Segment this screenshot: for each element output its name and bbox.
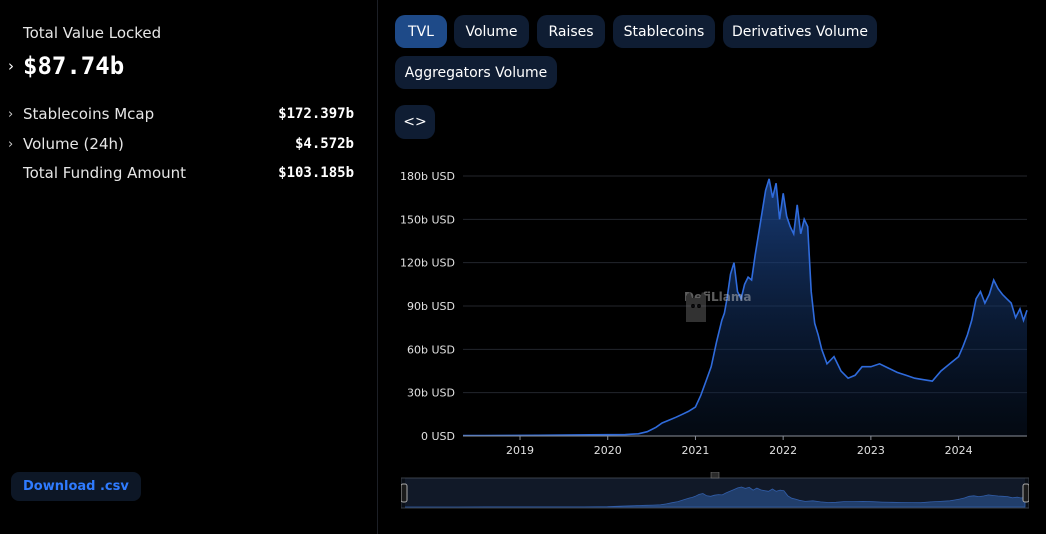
tvl-series-line[interactable] (463, 178, 1028, 437)
x-tick-label: 2019 (506, 444, 534, 457)
metric-row-volume-24h[interactable]: › Volume (24h) $4.572b (8, 133, 354, 155)
tab-derivatives-volume[interactable]: Derivatives Volume (723, 15, 877, 48)
tab-aggregators-volume[interactable]: Aggregators Volume (395, 56, 557, 89)
brush-handle-right[interactable] (1022, 483, 1030, 503)
y-tick-label: 30b USD (407, 387, 455, 400)
y-tick-label: 150b USD (400, 213, 455, 226)
x-tick-label: 2020 (594, 444, 622, 457)
metric-value: $4.572b (294, 136, 354, 152)
chart-panel: TVL Volume Raises Stablecoins Derivative… (379, 0, 1046, 534)
metric-value: $103.185b (278, 165, 354, 181)
tvl-chart-svg: 0 USD 30b USD 60b USD 90b USD 120b USD 150b U… (400, 170, 1028, 457)
y-tick-label: 180b USD (400, 170, 455, 183)
x-tick-label: 2024 (945, 444, 973, 457)
tvl-chart: 0 USD 30b USD 60b USD 90b USD 120b USD 150b U… (379, 160, 1046, 460)
brush-preview-area (405, 486, 1026, 508)
y-tick-label: 60b USD (407, 343, 455, 356)
metric-label: Volume (24h) (23, 135, 124, 153)
y-tick-label: 90b USD (407, 300, 455, 313)
brush-selection[interactable] (405, 478, 1025, 508)
metric-label: Stablecoins Mcap (23, 105, 155, 123)
y-tick-label: 0 USD (421, 430, 455, 443)
tvl-value: $87.74b (23, 52, 125, 80)
watermark-text: DefiLlama (684, 290, 752, 304)
metric-label: Total Funding Amount (23, 164, 187, 182)
summary-panel: Total Value Locked › $87.74b › Stablecoi… (0, 0, 378, 534)
chevron-right-icon[interactable]: › (8, 106, 14, 122)
chart-range-brush[interactable] (400, 471, 1030, 510)
brush-drag-handle[interactable] (710, 471, 720, 479)
download-csv-button[interactable]: Download .csv (11, 472, 141, 501)
chevron-right-icon[interactable]: › (8, 57, 14, 75)
tvl-area-fill (463, 178, 1027, 436)
x-tick-label: 2021 (681, 444, 709, 457)
tvl-value-row[interactable]: › $87.74b (8, 52, 124, 80)
y-tick-label: 120b USD (400, 257, 455, 270)
metric-value: $172.397b (278, 106, 354, 122)
brush-svg (400, 471, 1030, 509)
tab-volume[interactable]: Volume (454, 15, 529, 48)
tab-tvl[interactable]: TVL (395, 15, 447, 48)
tab-stablecoins[interactable]: Stablecoins (613, 15, 715, 48)
tab-raises[interactable]: Raises (537, 15, 605, 48)
metric-row-total-funding: Total Funding Amount $103.185b (8, 162, 354, 184)
chevron-right-icon[interactable]: › (8, 136, 14, 152)
watermark: DefiLlama (680, 290, 752, 322)
tvl-label: Total Value Locked (23, 24, 162, 42)
metric-row-stablecoins-mcap[interactable]: › Stablecoins Mcap $172.397b (8, 103, 354, 125)
x-tick-label: 2022 (769, 444, 797, 457)
llama-logo-icon (686, 292, 706, 322)
embed-code-button[interactable]: <> (395, 105, 435, 139)
brush-handle-left[interactable] (400, 483, 408, 503)
x-tick-label: 2023 (857, 444, 885, 457)
